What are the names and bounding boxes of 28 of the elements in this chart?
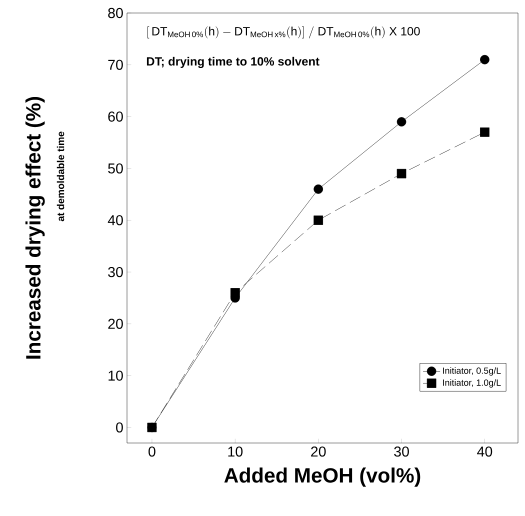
legend-label: Initiator, 1.0g/L [443, 379, 501, 388]
y-tick-label: 50 [108, 163, 123, 174]
y-tick-label: 40 [108, 215, 123, 226]
y-tick-label: 0 [116, 422, 123, 433]
y-tick-label: 30 [108, 266, 123, 278]
text: at demoldable time [56, 132, 64, 222]
point [480, 127, 490, 137]
y-tick-label: 10 [108, 370, 123, 381]
x-tick-label: 0 [148, 446, 156, 457]
y-axis-title: Increased drying effect (%) [25, 97, 45, 359]
x-tick-label: 20 [311, 446, 326, 457]
annotation: DT; drying time to 10% solvent [146, 56, 320, 68]
point [230, 288, 240, 298]
point [480, 54, 490, 64]
point [396, 117, 406, 126]
x-axis-title: Added MeOH (vol%) [224, 468, 420, 487]
x-tick-label: 10 [228, 446, 243, 457]
x-tick-label: 30 [394, 446, 409, 457]
y-tick-label: 70 [108, 60, 123, 70]
annotation: $\mathrm{[\,DT_{MeOH\,0\%}(h) - DT_{MeOH\,x\%}(h)]\ /\ DT_{MeOH\,0\%}(h)\ X\ 100}$ [148, 26, 420, 38]
legend-label: Initiator, 0.5g/L [443, 367, 501, 376]
x-tick-label: 40 [477, 446, 492, 457]
y-tick-label: 60 [108, 112, 123, 122]
y-tick-label: 20 [108, 318, 123, 329]
point [314, 216, 324, 225]
y-tick-label: 80 [108, 8, 123, 18]
point [314, 184, 324, 194]
point [396, 168, 406, 178]
